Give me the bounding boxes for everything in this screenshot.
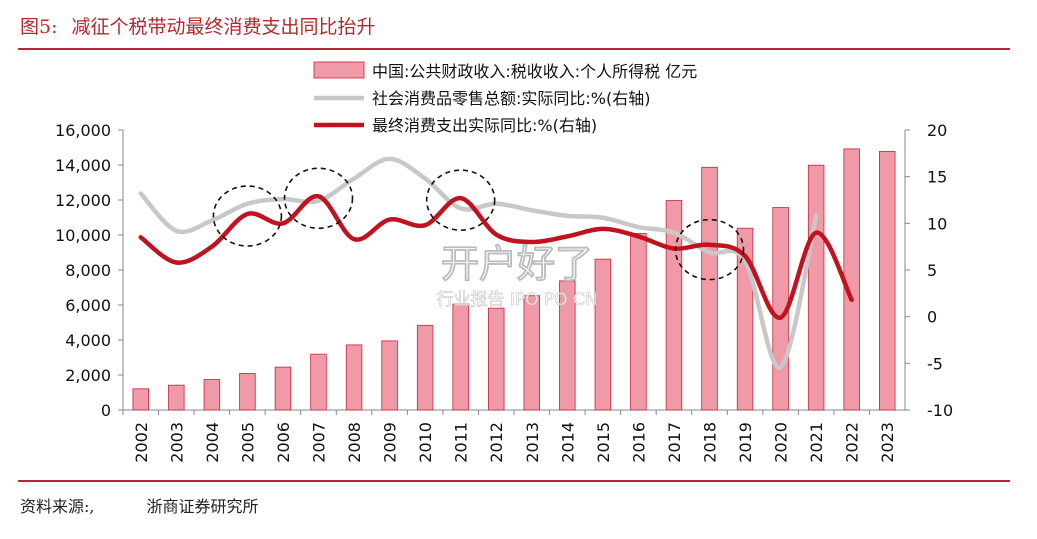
bar: [665, 200, 683, 411]
x-tick-label: 2002: [132, 422, 151, 463]
top-rule: [18, 48, 1010, 50]
x-tick-label: 2017: [665, 422, 684, 463]
bar: [701, 166, 718, 411]
x-tick-label: 2023: [878, 422, 897, 463]
left-tick-label: 10,000: [55, 226, 111, 245]
x-tick-label: 2020: [772, 422, 791, 463]
left-tick-label: 2,000: [65, 366, 111, 385]
highlight-circle: [212, 185, 283, 247]
x-tick-label: 2009: [381, 422, 400, 463]
bottom-rule: [18, 480, 1010, 482]
x-tick-label: 2021: [807, 422, 826, 463]
right-tick-label: -5: [927, 354, 943, 373]
final-consumption-line: [138, 194, 854, 320]
x-tick-label: 2015: [594, 422, 613, 463]
x-tick-label: 2007: [310, 422, 329, 463]
right-tick-label: 15: [927, 168, 947, 187]
bar: [310, 353, 327, 411]
left-tick-label: 4,000: [65, 331, 111, 350]
legend-swatch-bars: [313, 61, 365, 79]
x-tick-label: 2010: [416, 422, 435, 463]
source-note: 资料来源:, 浙商证券研究所: [20, 493, 259, 517]
legend-label-retail: 社会消费品零售总额:实际同比:%(右轴): [372, 89, 650, 108]
left-tick-label: 12,000: [55, 191, 111, 210]
x-tick-label: 2013: [523, 422, 542, 463]
bar: [879, 150, 896, 411]
retail-sales-line: [138, 156, 819, 370]
highlight-circle: [283, 167, 354, 230]
bar: [274, 366, 292, 411]
x-tick-label: 2004: [203, 422, 222, 463]
bar: [807, 164, 825, 411]
watermark-main: 开户好了: [441, 242, 593, 286]
x-tick-label: 2019: [736, 422, 755, 463]
right-tick-label: -10: [927, 401, 953, 420]
bar: [843, 148, 860, 411]
bar: [381, 340, 398, 411]
right-tick-label: 20: [927, 121, 947, 140]
x-tick-label: 2003: [167, 422, 186, 463]
bar: [523, 295, 540, 411]
legend-label-bars: 中国:公共财政收入:税收收入:个人所得税 亿元: [372, 62, 697, 81]
left-tick-label: 8,000: [65, 261, 111, 280]
left-tick-label: 0: [101, 401, 111, 420]
bar: [594, 258, 612, 411]
bar: [488, 307, 505, 411]
right-tick-label: 0: [927, 308, 937, 327]
x-tick-label: 2014: [558, 422, 577, 463]
x-tick-label: 2008: [345, 422, 364, 463]
legend-label-consumption: 最终消费支出实际同比:%(右轴): [372, 116, 597, 135]
bar: [452, 303, 469, 411]
bar: [416, 324, 434, 411]
right-tick-label: 5: [927, 261, 937, 280]
figure-title: 图5: 减征个税带动最终消费支出同比抬升: [20, 12, 376, 39]
bar: [345, 344, 363, 411]
bar: [239, 373, 256, 411]
left-tick-label: 14,000: [55, 156, 111, 175]
bar: [203, 379, 221, 411]
figure-number: 图5:: [20, 16, 58, 38]
bar: [132, 388, 149, 411]
x-tick-label: 2005: [238, 422, 257, 463]
source-label: 资料来源:,: [20, 497, 95, 516]
source-org: 浙商证券研究所: [146, 497, 259, 516]
right-tick-label: 10: [927, 214, 947, 233]
x-tick-label: 2022: [843, 422, 862, 463]
x-tick-label: 2018: [701, 422, 720, 463]
highlight-circle: [425, 169, 496, 231]
bar: [630, 233, 647, 411]
bar: [559, 280, 576, 411]
left-tick-label: 6,000: [65, 296, 111, 315]
left-tick-label: 16,000: [55, 121, 111, 140]
watermark-sub: 行业报告 IPO PO CN: [436, 290, 597, 310]
x-tick-label: 2011: [452, 422, 471, 463]
x-tick-label: 2012: [487, 422, 506, 463]
x-tick-label: 2006: [274, 422, 293, 463]
chart: 0 2,000 4,000 6,000 8,000 10,000 12,000 14,000 1…: [55, 61, 953, 463]
bar: [168, 384, 185, 411]
figure-title-text: 减征个税带动最终消费支出同比抬升: [71, 16, 376, 38]
highlight-circle: [674, 218, 745, 281]
x-tick-label: 2016: [629, 422, 648, 463]
